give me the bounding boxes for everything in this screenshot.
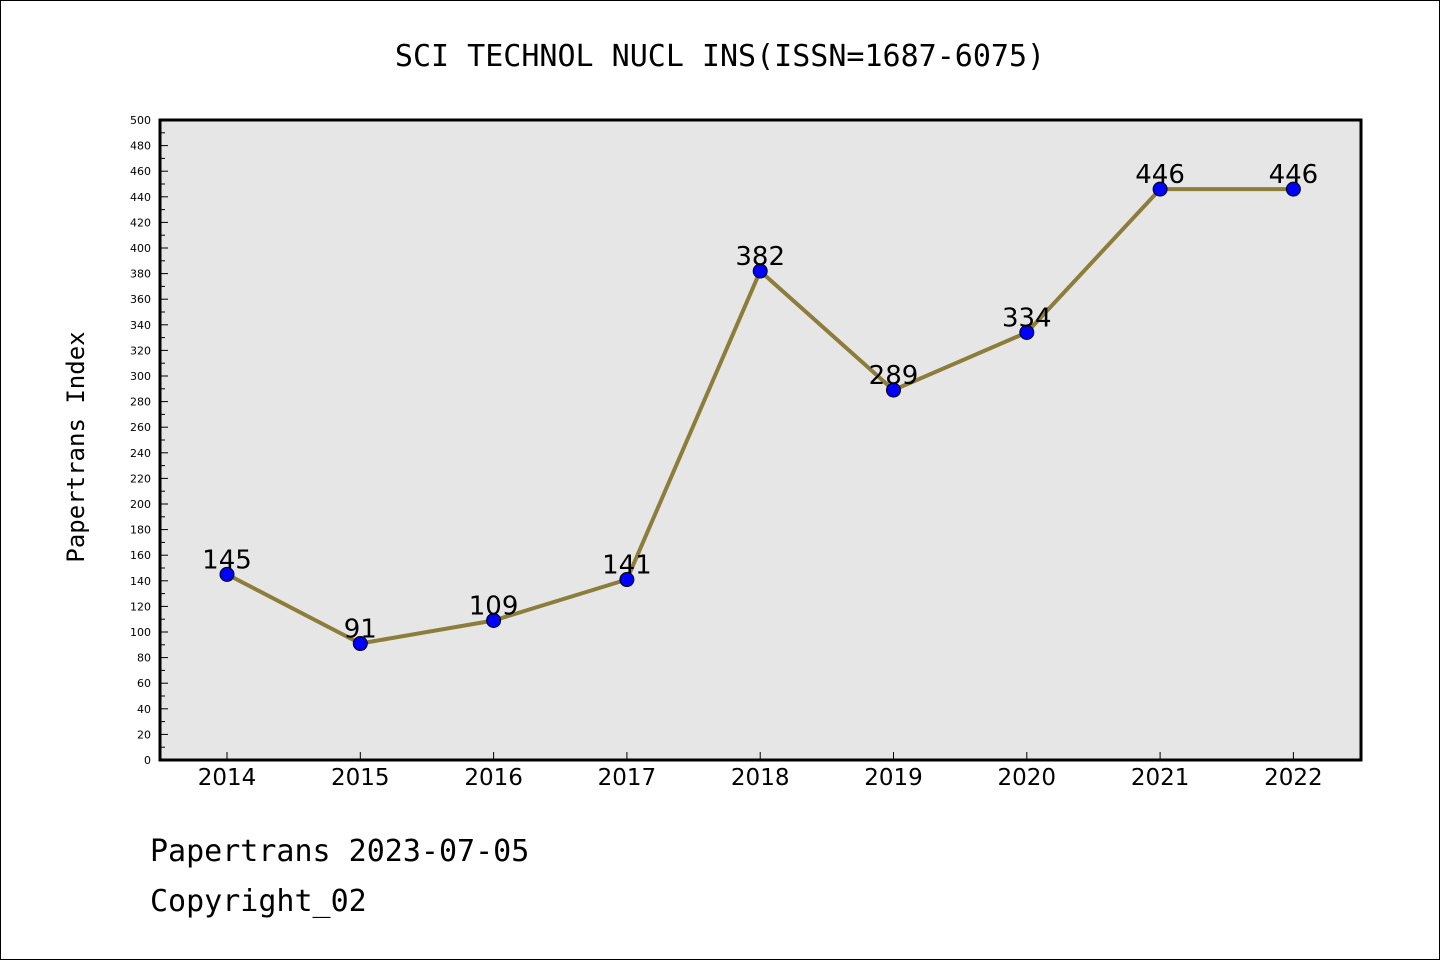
footer-copyright: Copyright_02 [150, 884, 367, 919]
y-tick-label: 140 [130, 575, 151, 588]
plot-area [158, 118, 1363, 762]
y-tick-label: 480 [130, 140, 151, 153]
data-point [486, 612, 502, 628]
y-tick-label: 120 [130, 600, 151, 613]
y-tick-label: 400 [130, 242, 151, 255]
x-tick-label: 2021 [1131, 765, 1190, 791]
y-tick-label: 460 [130, 165, 151, 178]
x-tick-label: 2017 [598, 765, 657, 791]
x-axis-ticks: 2014 2015 2016 2017 2018 2019 2020 2021 2022 [198, 752, 1323, 791]
y-tick-label: 40 [137, 703, 151, 716]
data-markers [219, 181, 1301, 652]
x-tick-label: 2014 [198, 765, 257, 791]
y-tick-label: 440 [130, 191, 151, 204]
x-tick-label: 2016 [464, 765, 523, 791]
data-point [219, 566, 235, 582]
y-tick-label: 0 [144, 754, 151, 767]
x-tick-label: 2019 [864, 765, 923, 791]
y-tick-label: 200 [130, 498, 151, 511]
x-tick-label: 2020 [998, 765, 1057, 791]
y-tick-label: 100 [130, 626, 151, 639]
y-tick-label: 380 [130, 268, 151, 281]
y-tick-label: 420 [130, 216, 151, 229]
chart-title: SCI TECHNOL NUCL INS(ISSN=1687-6075) [395, 39, 1045, 74]
x-tick-label: 2015 [331, 765, 390, 791]
data-label: 382 [735, 242, 785, 272]
data-point [1152, 181, 1168, 197]
x-tick-label: 2022 [1264, 765, 1323, 791]
y-axis-label: Papertrans Index [62, 331, 90, 562]
y-tick-label: 300 [130, 370, 151, 383]
data-label: 446 [1135, 160, 1185, 190]
data-label: 141 [602, 551, 652, 581]
y-axis-ticks: 0 20 40 60 80 100 120 140 160 180 200 220 240 260 280 3… [130, 114, 168, 767]
y-tick-label: 80 [137, 652, 151, 665]
data-point [1019, 324, 1035, 340]
y-tick-label: 220 [130, 472, 151, 485]
data-label: 145 [202, 545, 252, 575]
data-label: 289 [869, 361, 919, 391]
data-point [752, 263, 768, 279]
data-label: 109 [469, 591, 519, 621]
y-tick-label: 160 [130, 549, 151, 562]
footer-date: Papertrans 2023-07-05 [150, 834, 530, 869]
y-tick-label: 180 [130, 524, 151, 537]
data-label: 334 [1002, 303, 1052, 333]
y-tick-label: 20 [137, 728, 151, 741]
y-tick-label: 280 [130, 396, 151, 409]
y-tick-label: 500 [130, 114, 151, 127]
data-point [352, 636, 368, 652]
data-point [886, 382, 901, 398]
y-tick-label: 60 [137, 677, 151, 690]
y-tick-label: 320 [130, 344, 151, 357]
y-tick-label: 360 [130, 293, 151, 306]
data-label: 446 [1269, 160, 1319, 190]
data-label: 91 [344, 615, 377, 645]
y-tick-label: 240 [130, 447, 151, 460]
y-tick-label: 260 [130, 421, 151, 434]
data-labels: 145 91 109 141 382 289 334 446 446 [202, 160, 1318, 644]
data-point [1285, 181, 1301, 197]
x-tick-label: 2018 [731, 765, 790, 791]
data-point [619, 572, 635, 588]
y-tick-label: 340 [130, 319, 151, 332]
